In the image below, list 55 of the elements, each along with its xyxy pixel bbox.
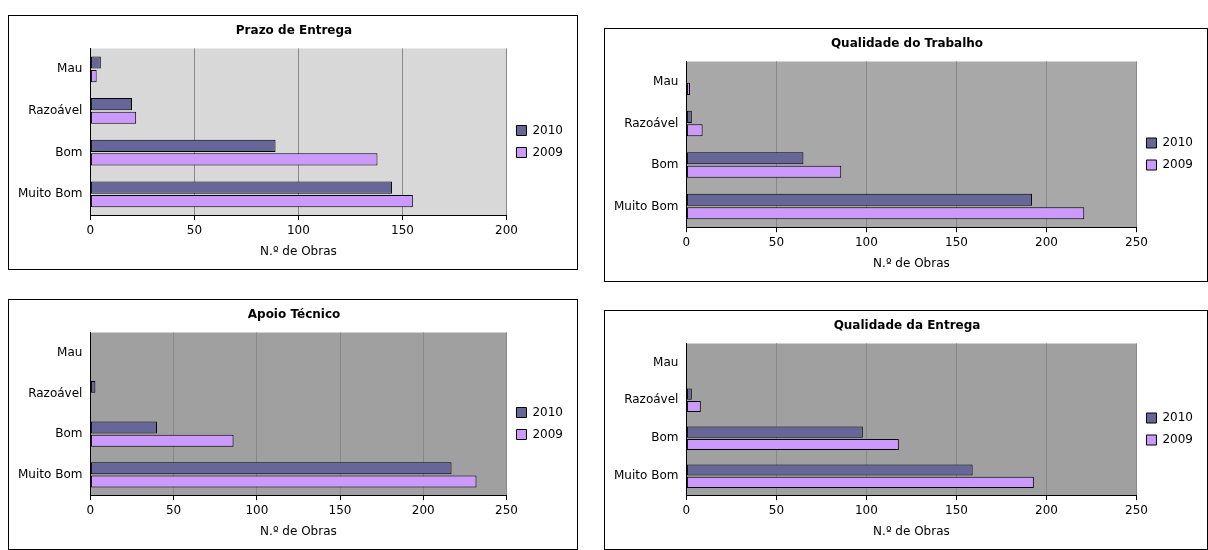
y-tick-label: Mau (653, 74, 679, 89)
y-tick-label: Mau (57, 61, 83, 76)
legend-label: 2010 (532, 404, 564, 419)
x-tick-label: 200 (1035, 502, 1058, 517)
x-tick-label: 250 (1125, 502, 1148, 517)
legend-label: 2009 (1162, 432, 1194, 447)
y-tick-label: Bom (55, 426, 83, 441)
x-tick-label: 200 (411, 502, 435, 517)
y-tick-label: Muito Bom (614, 198, 679, 213)
x-axis-title: N.º de Obras (260, 523, 337, 538)
x-tick-label: 200 (495, 222, 518, 237)
x-tick-label: 100 (245, 502, 269, 517)
legend-label: 2009 (532, 426, 564, 441)
x-tick-label: 100 (286, 222, 310, 237)
x-tick-label: 150 (944, 502, 968, 517)
x-tick-label: 0 (682, 502, 691, 517)
chart-title: Apoio Técnico (247, 307, 341, 322)
x-axis-title: N.º de Obras (260, 243, 337, 258)
y-tick-label: Muito Bom (614, 468, 679, 483)
y-tick-label: Razoável (28, 385, 83, 400)
y-tick-label: Bom (651, 430, 679, 445)
x-tick-label: 0 (86, 222, 95, 237)
x-tick-label: 150 (944, 234, 968, 249)
x-tick-label: 50 (165, 502, 182, 517)
x-tick-label: 100 (854, 502, 878, 517)
x-axis-title: N.º de Obras (873, 255, 950, 270)
x-tick-label: 0 (682, 234, 691, 249)
y-tick-label: Razoável (624, 392, 679, 407)
x-tick-label: 50 (768, 502, 785, 517)
chart-title: Prazo de Entrega (235, 23, 353, 38)
y-tick-label: Mau (653, 354, 679, 369)
y-tick-label: Muito Bom (18, 186, 83, 201)
legend-label: 2010 (532, 122, 564, 137)
x-axis-title: N.º de Obras (873, 523, 950, 538)
x-tick-label: 100 (854, 234, 878, 249)
legend-label: 2009 (532, 144, 564, 159)
x-tick-label: 200 (1035, 234, 1058, 249)
legend-label: 2009 (1162, 157, 1194, 172)
x-tick-label: 250 (495, 502, 518, 517)
legend-label: 2010 (1162, 410, 1194, 425)
y-tick-label: Razoável (28, 103, 83, 118)
chart-title: Qualidade da Entrega (833, 318, 981, 333)
legend-label: 2010 (1162, 135, 1194, 150)
x-tick-label: 250 (1125, 234, 1148, 249)
y-tick-label: Bom (651, 157, 679, 172)
y-tick-label: Bom (55, 144, 83, 159)
y-tick-label: Mau (57, 344, 83, 359)
y-tick-label: Muito Bom (18, 466, 83, 481)
x-tick-label: 50 (768, 234, 785, 249)
x-tick-label: 0 (86, 502, 95, 517)
y-tick-label: Razoável (624, 115, 679, 130)
chart-title: Qualidade do Trabalho (830, 36, 984, 51)
x-tick-label: 150 (328, 502, 352, 517)
x-tick-label: 50 (186, 222, 203, 237)
x-tick-label: 150 (391, 222, 414, 237)
